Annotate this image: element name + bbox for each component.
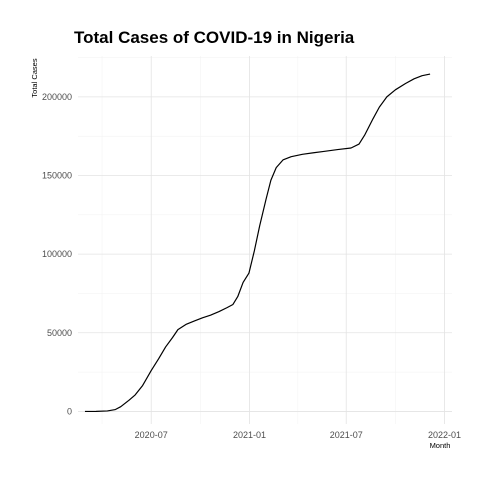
x-axis-label: Month xyxy=(430,441,451,450)
x-tick-label: 2022-01 xyxy=(428,430,461,440)
x-tick-label: 2021-07 xyxy=(330,430,363,440)
y-tick-label: 50000 xyxy=(47,328,72,338)
chart-title: Total Cases of COVID-19 in Nigeria xyxy=(74,28,355,47)
plot-area xyxy=(84,73,431,413)
series-line-1 xyxy=(84,73,431,413)
y-tick-label: 150000 xyxy=(42,171,72,181)
y-tick-label: 200000 xyxy=(42,92,72,102)
x-tick-label: 2021-01 xyxy=(233,430,266,440)
y-tick-label: 100000 xyxy=(42,249,72,259)
grid xyxy=(78,56,452,424)
x-tick-label: 2020-07 xyxy=(135,430,168,440)
y-tick-label: 0 xyxy=(67,406,72,416)
tick-labels: 2020-07 2021-01 2021-07 2022-01 0 50000 100000… xyxy=(42,92,461,440)
y-axis-label: Total Cases xyxy=(30,58,39,97)
